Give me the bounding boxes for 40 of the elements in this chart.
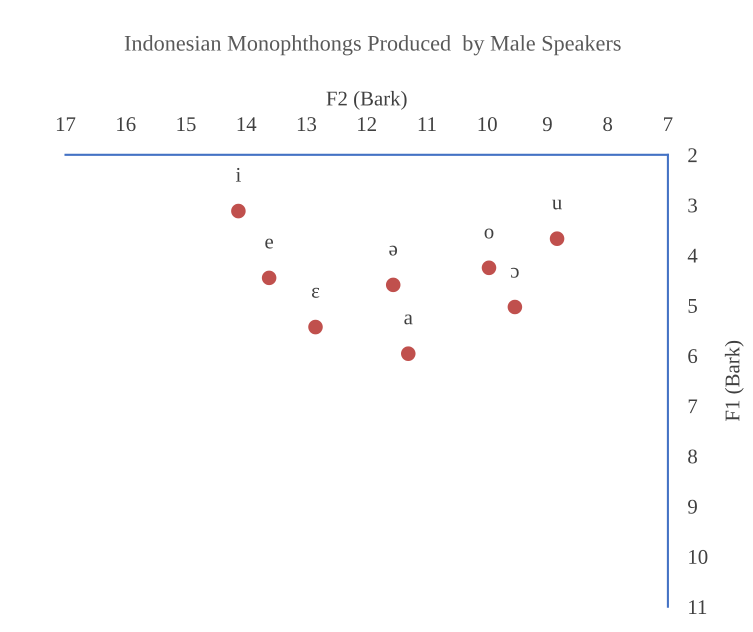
x-tick-label: 7	[664, 117, 673, 131]
point	[508, 300, 522, 314]
annotation: ɔ	[510, 268, 519, 278]
annotation: i	[236, 168, 241, 182]
annotation: o	[484, 228, 494, 239]
annotation: a	[404, 314, 413, 324]
point	[400, 346, 416, 361]
y-tick-label: 5	[688, 299, 697, 313]
x-tick-label: 8	[603, 117, 612, 132]
x-tick-label: 9	[542, 117, 552, 132]
x-tick-label: 15	[177, 117, 196, 132]
y-tick-label: 6	[688, 349, 698, 364]
point	[231, 204, 246, 218]
x-tick-label: 12	[358, 117, 376, 131]
y-tick-label: 4	[688, 248, 698, 262]
point	[386, 278, 400, 292]
y-tick-label: 11	[689, 600, 706, 614]
y-axis-title: F1 (Bark)	[724, 340, 744, 421]
x-tick-label: 16	[117, 117, 136, 132]
x-tick-label: 10	[478, 117, 497, 132]
point	[550, 231, 564, 246]
x-tick-label: 13	[298, 117, 316, 132]
point	[308, 320, 323, 334]
x-axis-title: F2 (Bark)	[326, 90, 407, 110]
chart-title: Indonesian Monophthongs Produced by Male Speakers	[124, 35, 621, 56]
x-tick-label: 17	[56, 117, 76, 131]
x-tick-label: 14	[238, 117, 256, 131]
point	[482, 260, 496, 276]
annotation: u	[552, 200, 562, 210]
x-tick-label: 11	[418, 117, 436, 131]
annotation: ɛ	[312, 288, 320, 298]
y-tick-label: 8	[688, 449, 697, 464]
y-tick-label: 3	[688, 198, 697, 212]
annotation: e	[265, 238, 274, 249]
y-tick-label: 7	[688, 399, 698, 414]
annotation: ə	[389, 246, 398, 256]
y-tick-label: 9	[688, 500, 697, 514]
y-tick-label: 2	[688, 148, 697, 162]
y-tick-label: 10	[689, 550, 708, 564]
point	[262, 270, 276, 286]
